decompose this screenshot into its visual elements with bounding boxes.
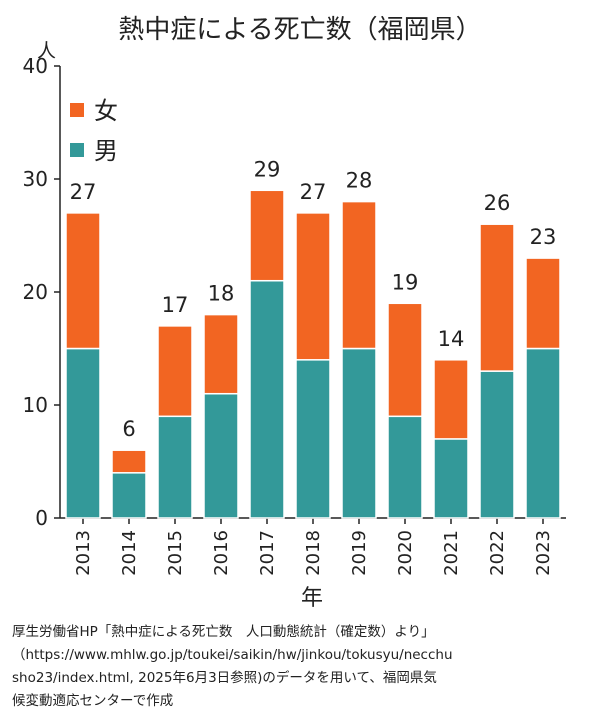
x-tick-label: 2017 — [257, 530, 278, 576]
bar-segment — [479, 223, 515, 372]
source-line: sho23/index.html, 2025年6月3日参照)のデータを用いて、福… — [12, 670, 437, 686]
bar-segment — [433, 359, 469, 440]
bar-segment — [525, 347, 561, 519]
total-labels: 27 6 17 18 29 27 28 19 14 26 23 — [70, 157, 557, 441]
total-label: 27 — [300, 180, 327, 204]
legend: 女男 — [70, 97, 118, 165]
y-tick-label: 0 — [35, 506, 48, 530]
bar-segment — [479, 370, 515, 519]
bar-segment — [341, 200, 377, 350]
bar-segment — [65, 212, 101, 350]
source-line: （https://www.mhlw.go.jp/toukei/saikin/hw… — [12, 647, 453, 663]
x-tick-label: 2023 — [533, 530, 554, 576]
x-tick-label: 2016 — [211, 530, 232, 576]
x-axis-label: 年 — [301, 586, 323, 611]
bars — [65, 189, 561, 519]
bar-segment — [295, 359, 331, 519]
bar-segment — [157, 325, 193, 418]
bar-segment — [111, 449, 147, 474]
x-tick-label: 2019 — [349, 530, 370, 576]
source-note: 厚生労働省HP「熱中症による死亡数 人口動態統計（確定数）より」 （https:… — [12, 621, 588, 713]
source-line: 厚生労働省HP「熱中症による死亡数 人口動態統計（確定数）より」 — [12, 624, 435, 640]
y-tick-labels: 0 10 20 30 40 — [23, 54, 48, 530]
bar-segment — [65, 347, 101, 519]
bar-segment — [525, 257, 561, 350]
bar-segment — [249, 279, 285, 519]
legend-label: 女 — [94, 97, 118, 125]
bar-segment — [387, 302, 423, 418]
bar-segment — [433, 438, 469, 519]
x-tick-label: 2018 — [303, 530, 324, 576]
x-tick-label: 2014 — [119, 530, 140, 576]
source-line: 候変動適応センターで作成 — [12, 693, 174, 709]
total-label: 27 — [70, 180, 97, 204]
bar-segment — [341, 347, 377, 519]
total-label: 6 — [122, 417, 135, 441]
chart: 熱中症による死亡数（福岡県） 人 27 6 17 18 29 27 28 19 14 26 23 2… — [23, 15, 566, 611]
total-label: 29 — [254, 157, 281, 181]
bar-segment — [387, 415, 423, 519]
bar-segment — [249, 189, 285, 282]
total-label: 23 — [530, 225, 557, 249]
x-tick-label: 2013 — [73, 530, 94, 576]
total-label: 14 — [438, 327, 465, 351]
y-tick-label: 30 — [23, 167, 48, 191]
y-tick-label: 40 — [23, 54, 48, 78]
bar-segment — [111, 472, 147, 519]
legend-swatch — [70, 103, 84, 117]
x-tick-label: 2022 — [487, 530, 508, 576]
y-tick-label: 20 — [23, 280, 48, 304]
total-label: 26 — [484, 191, 511, 215]
bar-segment — [157, 415, 193, 519]
total-label: 17 — [162, 293, 189, 317]
total-label: 19 — [392, 270, 419, 294]
x-tick-label: 2015 — [165, 530, 186, 576]
bar-segment — [203, 392, 239, 519]
total-label: 28 — [346, 169, 373, 193]
y-unit-label: 人 — [37, 40, 56, 62]
legend-swatch — [70, 143, 84, 157]
x-tick-label: 2021 — [441, 530, 462, 576]
x-tick-labels: 2013 2014 2015 2016 2017 2018 2019 2020 2021 2022… — [73, 530, 554, 576]
bar-segment — [203, 313, 239, 395]
total-label: 18 — [208, 282, 235, 306]
chart-title: 熱中症による死亡数（福岡県） — [118, 15, 481, 45]
y-tick-label: 10 — [23, 393, 48, 417]
x-tick-label: 2020 — [395, 530, 416, 576]
bar-segment — [295, 212, 331, 361]
legend-label: 男 — [94, 137, 118, 165]
